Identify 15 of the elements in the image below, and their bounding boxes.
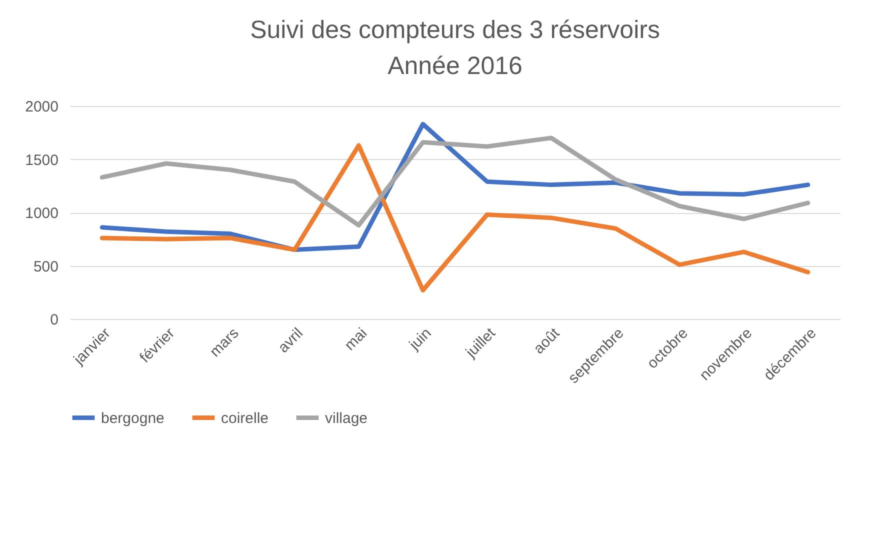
line-series <box>100 136 810 228</box>
x-tick-label: août <box>530 324 564 358</box>
x-tick-label: avril <box>274 324 306 356</box>
legend-label: village <box>325 410 368 427</box>
x-tick-label: juin <box>405 324 435 354</box>
chart-title: Suivi des compteurs des 3 réservoirs Année 2016 <box>250 16 660 80</box>
y-tick-label: 0 <box>50 312 58 328</box>
legend-label: coirelle <box>221 410 269 427</box>
legend-label: bergogne <box>101 410 164 427</box>
y-tick-label: 1000 <box>25 205 58 222</box>
y-tick-label: 2000 <box>25 98 58 116</box>
x-tick-label: mai <box>341 324 371 354</box>
y-tick-label: 1500 <box>25 152 58 169</box>
line-series <box>100 143 810 292</box>
y-tick-label: 500 <box>33 258 58 276</box>
